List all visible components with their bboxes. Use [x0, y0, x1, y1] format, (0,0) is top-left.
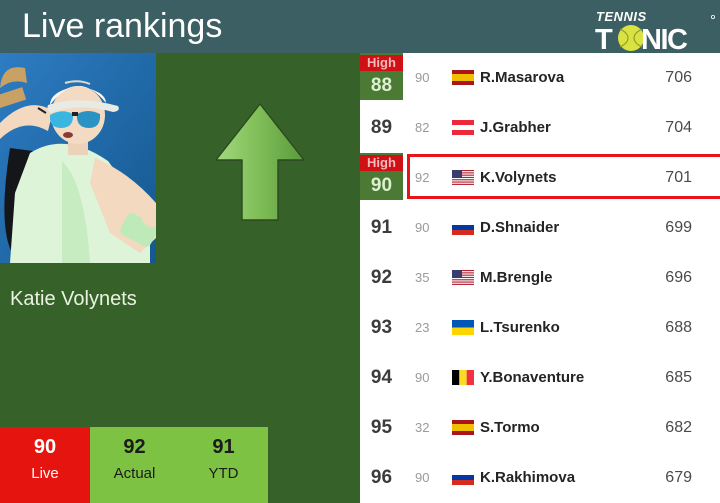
svg-text:NIC: NIC: [641, 24, 688, 55]
svg-text:TENNIS: TENNIS: [596, 9, 647, 24]
svg-text:T: T: [595, 24, 613, 55]
